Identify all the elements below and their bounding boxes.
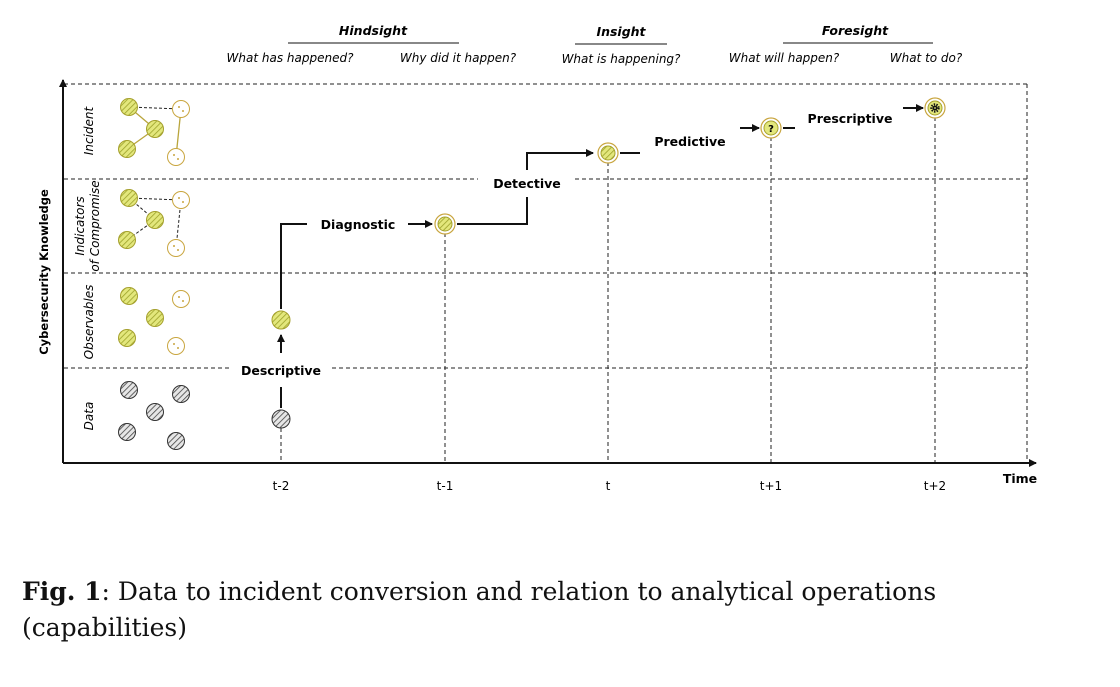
level-ioc-label-line1: Indicators — [73, 196, 87, 255]
node-ioc-t-1 — [434, 213, 456, 235]
figure-caption-text: : Data to incident conversion and relati… — [22, 577, 937, 642]
op-detective-label: Detective — [493, 176, 561, 191]
hindsight-header: Hindsight — [288, 23, 459, 44]
y-axis-label: Cybersecurity Knowledge — [37, 189, 51, 355]
ioc-cluster-icon — [118, 189, 190, 257]
time-tick-t-1: t-1 — [437, 479, 454, 493]
figure-caption: Fig. 1: Data to incident conversion and … — [22, 574, 1082, 646]
op-prescriptive-label: Prescriptive — [808, 111, 893, 126]
band-grid — [64, 83, 1028, 463]
operations-path — [277, 104, 924, 408]
figure-label: Fig. 1 — [22, 577, 102, 606]
level-incident-label: Incident — [82, 106, 96, 156]
node-data-t-2 — [271, 409, 291, 429]
time-tick-t-2: t-2 — [273, 479, 290, 493]
op-descriptive-label: Descriptive — [241, 363, 321, 378]
foresight-title: Foresight — [822, 23, 889, 38]
foresight-header: Foresight — [783, 23, 933, 44]
question-mark-icon: ? — [768, 124, 774, 135]
incident-cluster-icon — [118, 98, 190, 166]
observables-cluster-icon — [118, 287, 190, 355]
node-prescriptive-t-plus-2 — [924, 97, 946, 119]
gear-icon — [930, 103, 940, 113]
node-observable-t-2 — [271, 310, 291, 330]
question-what-is-happening: What is happening? — [562, 52, 681, 66]
question-why-did-it-happen: Why did it happen? — [400, 51, 517, 65]
op-diagnostic-label: Diagnostic — [321, 217, 396, 232]
hindsight-title: Hindsight — [339, 23, 408, 38]
time-tick-t: t — [606, 479, 611, 493]
data-cluster-icon — [118, 381, 190, 450]
node-predictive-t-plus-1: ? — [760, 117, 782, 139]
node-incident-t — [597, 142, 619, 164]
insight-header: Insight — [575, 24, 667, 45]
op-predictive-label: Predictive — [654, 134, 725, 149]
time-tick-t-plus-1: t+1 — [760, 479, 782, 493]
question-what-will-happen: What will happen? — [729, 51, 840, 65]
level-ioc-label-line2: of Compromise — [88, 180, 102, 271]
level-observables-label: Observables — [82, 285, 96, 360]
question-what-to-do: What to do? — [890, 51, 963, 65]
insight-title: Insight — [596, 24, 646, 39]
time-tick-t-plus-2: t+2 — [924, 479, 946, 493]
level-data-label: Data — [82, 402, 96, 431]
question-what-has-happened: What has happened? — [227, 51, 355, 65]
x-axis-label: Time — [1003, 471, 1037, 486]
